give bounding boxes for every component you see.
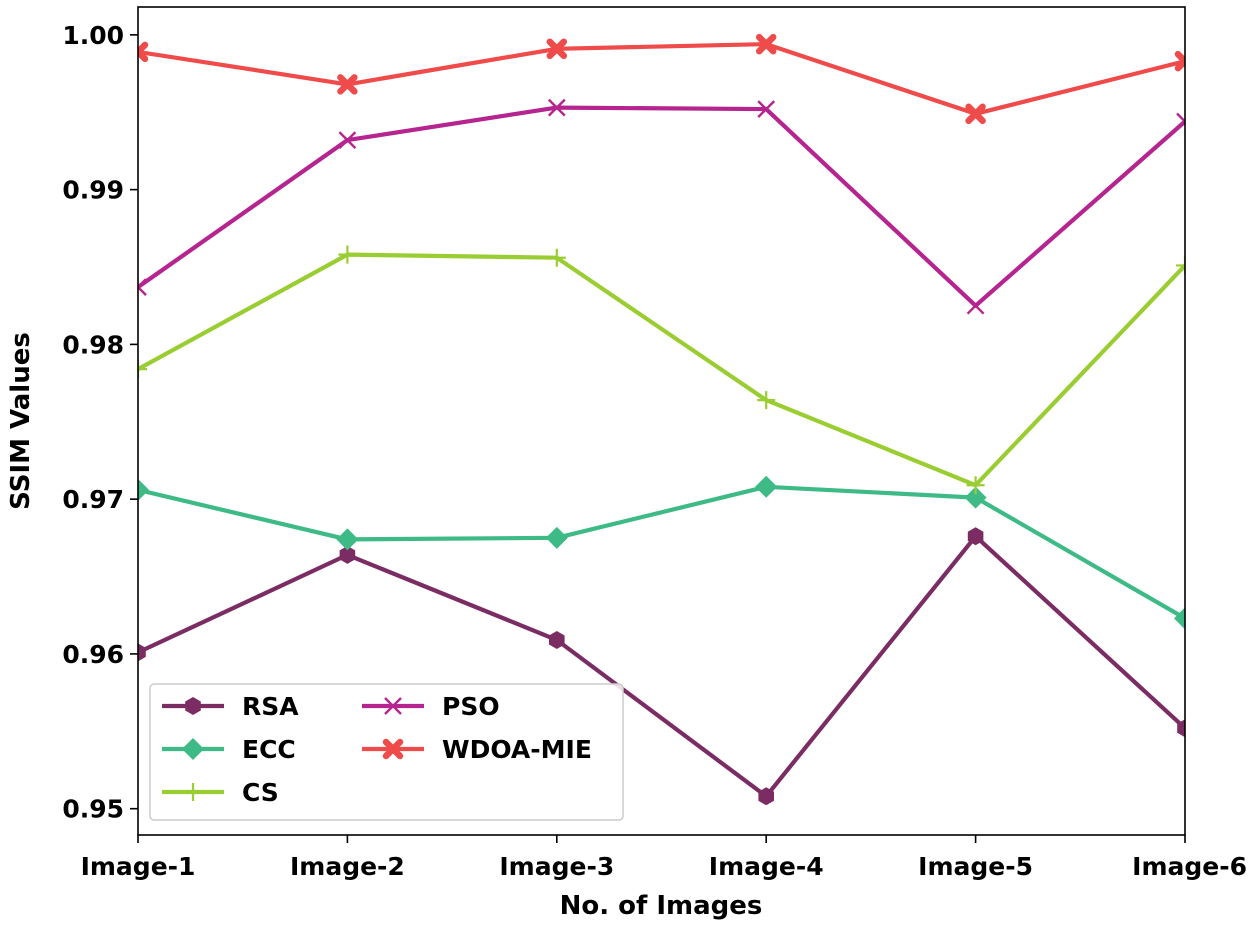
legend-marker-rsa — [185, 697, 201, 715]
y-tick-label: 0.96 — [62, 640, 124, 669]
point-rsa-4 — [758, 787, 774, 806]
line-ecc — [138, 484, 1185, 621]
legend-entry-cs: CS — [162, 778, 279, 807]
point-pso-4 — [757, 100, 776, 118]
point-ecc-2 — [336, 528, 359, 551]
x-tick-label: Image-6 — [1132, 852, 1247, 881]
x-tick-label: Image-4 — [709, 852, 824, 881]
x-tick-label: Image-1 — [81, 852, 196, 881]
point-rsa-3 — [549, 631, 565, 649]
x-tick-label: Image-3 — [499, 852, 614, 881]
point-cs-5 — [966, 476, 985, 495]
point-rsa-5 — [967, 527, 984, 546]
point-wdoa-mie-1 — [138, 41, 149, 63]
legend-label-cs: CS — [242, 778, 279, 807]
point-ecc-5 — [964, 486, 987, 509]
point-wdoa-mie-4 — [755, 33, 777, 55]
point-wdoa-mie-6 — [1174, 50, 1185, 72]
plot-frame — [137, 6, 1186, 836]
legend-entry-wdoa-mie: WDOA-MIE — [362, 735, 592, 764]
legend-marker-pso — [384, 697, 402, 715]
series-wdoa-mie — [138, 33, 1185, 125]
point-pso-2 — [338, 131, 357, 149]
y-tick-label: 0.95 — [62, 795, 124, 824]
point-cs-2 — [338, 245, 357, 264]
x-axis-label: No. of Images — [560, 891, 763, 921]
legend-label-ecc: ECC — [242, 735, 296, 764]
point-pso-6 — [1176, 112, 1185, 131]
point-wdoa-mie-5 — [965, 103, 986, 125]
point-rsa-6 — [1177, 719, 1185, 738]
point-cs-3 — [547, 248, 566, 267]
point-rsa-1 — [138, 643, 146, 662]
legend: RSA ECC CS PSO WDOA-MIE — [149, 683, 624, 821]
series-pso — [138, 98, 1185, 315]
line-wdoa-mie — [138, 41, 1185, 116]
series-cs — [138, 245, 1185, 495]
point-ecc-4 — [755, 475, 778, 498]
point-pso-1 — [138, 278, 147, 296]
y-axis: 0.95 0.96 0.97 0.98 0.99 1.00 — [62, 21, 138, 824]
legend-label-rsa: RSA — [242, 692, 299, 721]
line-cs — [138, 252, 1185, 488]
point-wdoa-mie-2 — [337, 74, 358, 95]
y-tick-label: 1.00 — [62, 21, 124, 50]
point-ecc-1 — [138, 478, 149, 501]
series-layer — [138, 33, 1185, 806]
point-pso-5 — [966, 296, 985, 315]
line-pso — [138, 105, 1185, 308]
y-axis-label: SSIM Values — [6, 332, 36, 510]
point-cs-6 — [1176, 256, 1185, 275]
legend-marker-cs — [184, 783, 202, 801]
point-pso-3 — [547, 98, 566, 117]
point-ecc-6 — [1174, 607, 1185, 630]
legend-entry-ecc: ECC — [162, 735, 296, 764]
plot-area — [138, 33, 1185, 806]
x-tick-label: Image-2 — [290, 852, 405, 881]
point-wdoa-mie-3 — [546, 38, 568, 60]
point-cs-4 — [757, 391, 776, 410]
legend-entry-pso: PSO — [362, 692, 500, 721]
legend-label-pso: PSO — [442, 692, 500, 721]
y-tick-label: 0.97 — [62, 485, 124, 514]
point-rsa-2 — [339, 545, 356, 564]
y-tick-label: 0.99 — [62, 176, 124, 205]
x-axis: Image-1 Image-2 Image-3 Image-4 Image-5 Image… — [81, 835, 1247, 881]
legend-marker-wdoa-mie — [382, 738, 404, 760]
series-rsa — [138, 527, 1185, 806]
legend-label-wdoa-mie: WDOA-MIE — [442, 735, 592, 764]
y-tick-label: 0.98 — [62, 330, 124, 359]
point-ecc-3 — [545, 526, 568, 549]
legend-marker-ecc — [182, 738, 204, 760]
line-rsa — [138, 534, 1185, 799]
point-cs-1 — [138, 360, 147, 379]
x-tick-label: Image-5 — [918, 852, 1033, 881]
legend-entry-rsa: RSA — [162, 692, 299, 721]
series-ecc — [138, 475, 1185, 630]
